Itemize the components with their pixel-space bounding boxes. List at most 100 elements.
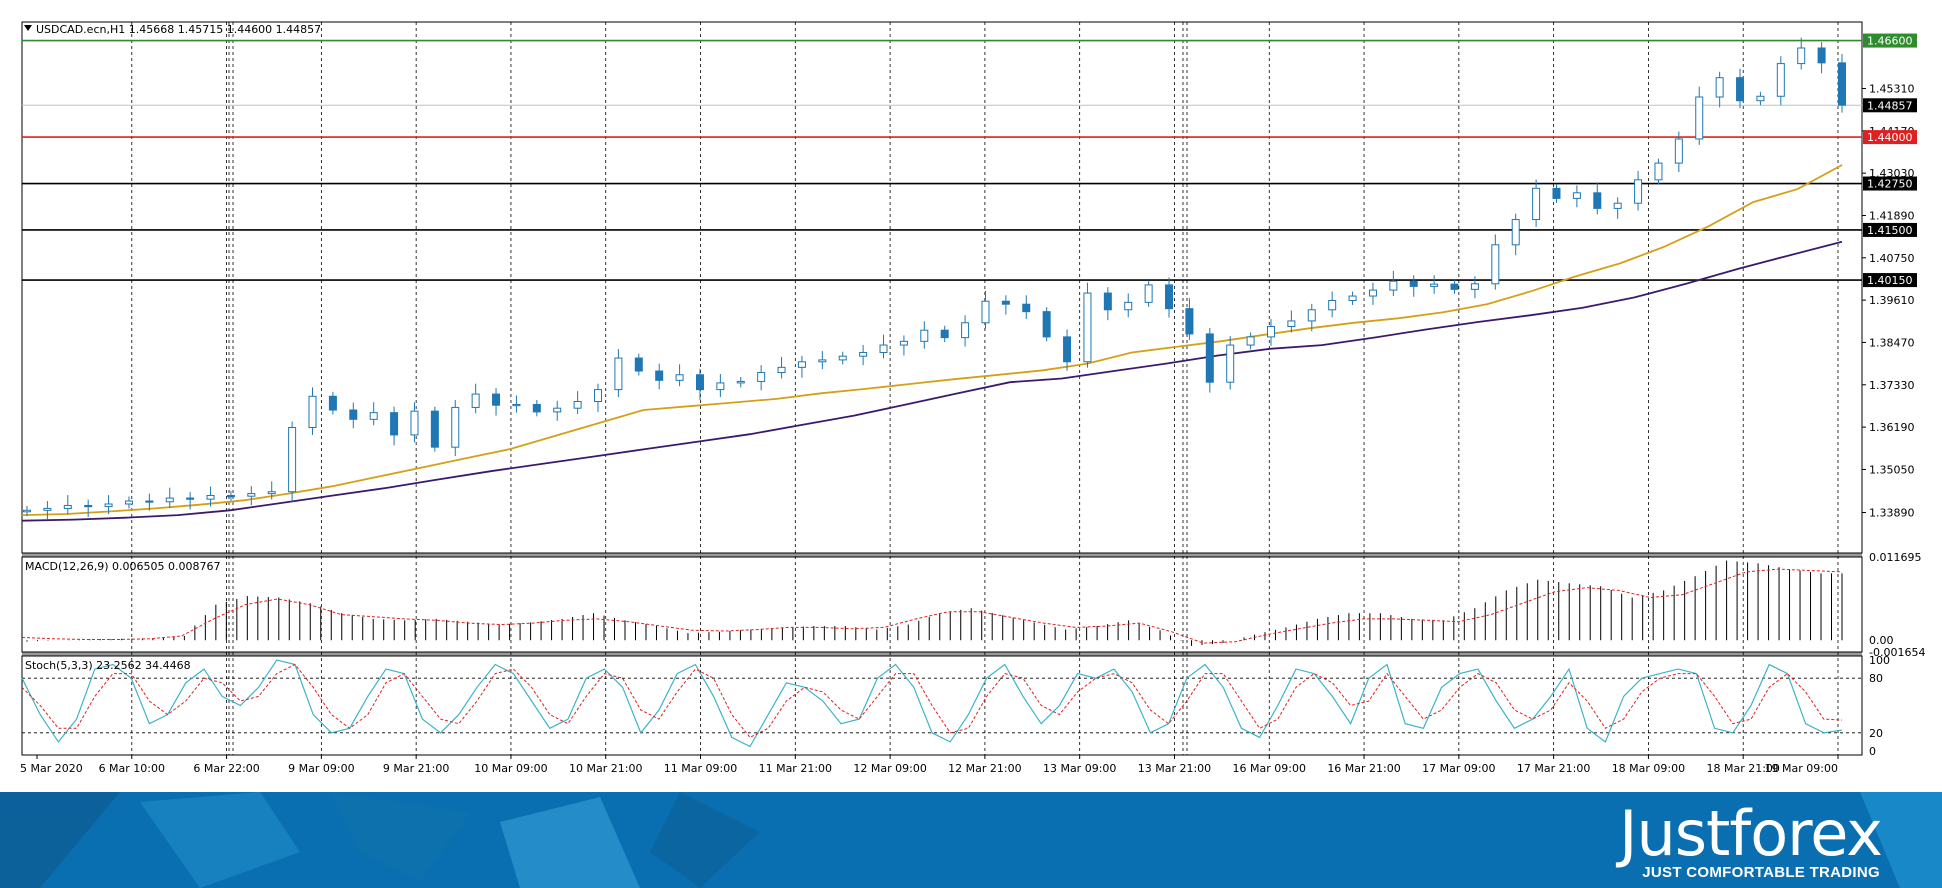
candle-bullish [1307, 309, 1316, 322]
x-axis-tick-label: 18 Mar 09:00 [1612, 762, 1685, 775]
moving-average-100-line [21, 240, 1843, 522]
price-level-tag [1863, 176, 1917, 191]
candle-bearish [1450, 283, 1459, 290]
candle-bearish [1103, 292, 1112, 311]
candle-bullish [369, 412, 378, 420]
stoch-y-tick-label: 20 [1869, 727, 1883, 740]
candle-bullish [1776, 63, 1785, 97]
macd-signal-line [21, 568, 1843, 644]
candle-bearish [390, 412, 399, 436]
symbol-dropdown-icon [24, 25, 32, 31]
x-axis-tick-label: 6 Mar 10:00 [99, 762, 165, 775]
candle-bullish [1430, 283, 1439, 287]
price-level-tag [1863, 222, 1917, 237]
candle-bullish [838, 355, 847, 361]
candle-bearish [695, 374, 704, 391]
candle-bullish [573, 400, 582, 409]
stoch-y-tick-label: 80 [1869, 672, 1883, 685]
candle-bearish [1185, 308, 1194, 335]
candle-bullish [471, 393, 480, 408]
candle-bearish [1042, 311, 1051, 338]
stoch-d-line [21, 663, 1843, 739]
x-axis-tick-label: 17 Mar 09:00 [1422, 762, 1495, 775]
brand-banner: Justforex JUST COMFORTABLE TRADING [0, 792, 1942, 888]
candle-bearish [328, 395, 337, 411]
candle-bullish [43, 507, 52, 511]
candle-bullish [1246, 336, 1255, 346]
candle-bullish [1124, 301, 1133, 311]
price-level-tag [1863, 130, 1917, 145]
candle-bearish [1552, 187, 1561, 199]
candle-bullish [1613, 202, 1622, 209]
candle-bullish [614, 357, 623, 391]
brand-logo: Justforex [1619, 797, 1883, 870]
y-axis-tick-label: 1.37330 [1869, 379, 1915, 392]
candle-bearish [1022, 303, 1031, 313]
candle-bearish [492, 393, 501, 406]
candle-bearish [349, 409, 358, 420]
candle-bullish [1348, 295, 1357, 301]
candle-bullish [1797, 47, 1806, 65]
candle-bullish [553, 407, 562, 413]
price-level-tag [1863, 98, 1917, 113]
candle-bullish [879, 344, 888, 353]
x-axis-tick-label: 9 Mar 09:00 [288, 762, 354, 775]
candle-bullish [247, 493, 256, 497]
x-axis-tick-label: 6 Mar 22:00 [193, 762, 259, 775]
candle-bearish [430, 410, 439, 448]
candle-bullish [206, 494, 215, 500]
candle-bullish [410, 410, 419, 436]
macd-y-tick-label: -0.001654 [1869, 646, 1925, 659]
candle-bullish [961, 322, 970, 339]
candle-bullish [716, 382, 725, 391]
x-axis-tick-label: 18 Mar 21:00 [1706, 762, 1779, 775]
price-level-label: 1.44857 [1867, 99, 1913, 112]
x-axis-tick-label: 10 Mar 09:00 [474, 762, 547, 775]
price-level-label: 1.40150 [1867, 274, 1913, 287]
candle-bullish [308, 395, 317, 428]
banner-shape [330, 792, 470, 882]
candle-bearish [532, 403, 541, 413]
candle-bullish [1389, 280, 1398, 291]
candle-bullish [288, 426, 297, 493]
y-axis-tick-label: 1.38470 [1869, 336, 1915, 349]
candle-bearish [1817, 47, 1826, 64]
candle-bullish [451, 406, 460, 448]
banner-shape [1860, 792, 1942, 888]
x-axis-tick-label: 11 Mar 21:00 [759, 762, 832, 775]
candle-bullish [1511, 219, 1520, 246]
x-axis-tick-label: 17 Mar 21:00 [1517, 762, 1590, 775]
price-level-label: 1.41500 [1867, 224, 1913, 237]
candle-bullish [1491, 244, 1500, 285]
candle-bearish [634, 357, 643, 372]
price-level-label: 1.46600 [1867, 35, 1913, 48]
candle-bullish [1532, 187, 1541, 221]
candle-bullish [23, 509, 31, 513]
candle-bullish [818, 359, 827, 363]
banner-decoration [0, 792, 1942, 888]
candle-bullish [1756, 95, 1765, 102]
candle-bullish [981, 300, 990, 324]
main-panel-frame [21, 21, 1863, 554]
candle-bullish [63, 504, 72, 509]
brand-tagline: JUST COMFORTABLE TRADING [1642, 864, 1880, 881]
y-axis-tick-label: 1.33890 [1869, 507, 1915, 520]
price-level-tag [1863, 273, 1917, 288]
candle-bearish [1593, 192, 1602, 209]
candle-bearish [84, 504, 93, 508]
price-level-label: 1.44000 [1867, 131, 1913, 144]
candle-bearish [226, 494, 235, 498]
candle-bullish [104, 503, 113, 508]
x-axis-tick-label: 13 Mar 09:00 [1043, 762, 1116, 775]
price-level-tag [1863, 33, 1917, 48]
candle-bullish [1695, 96, 1704, 140]
candle-bullish [124, 500, 133, 505]
candle-bullish [512, 403, 521, 407]
x-axis-tick-label: 11 Mar 09:00 [664, 762, 737, 775]
moving-average-50-line [21, 164, 1843, 516]
candle-bullish [736, 380, 745, 384]
y-axis-tick-label: 1.41890 [1869, 209, 1915, 222]
y-axis-tick-label: 1.40750 [1869, 252, 1915, 265]
macd-panel-frame [21, 556, 1863, 653]
candle-bearish [1736, 77, 1745, 102]
